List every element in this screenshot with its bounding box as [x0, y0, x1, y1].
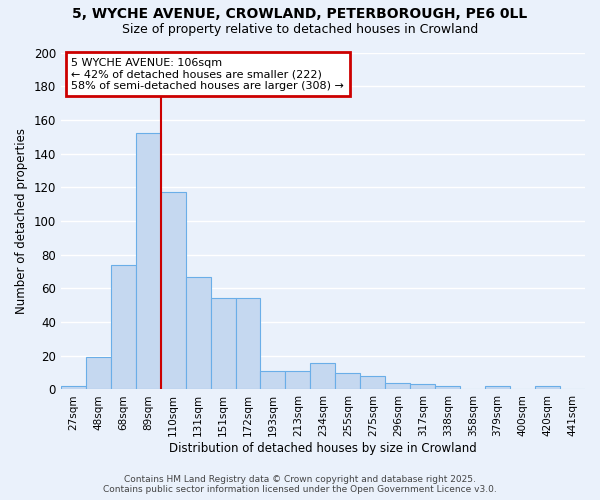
Bar [211, 298, 236, 390]
Text: Size of property relative to detached houses in Crowland: Size of property relative to detached ho… [122, 22, 478, 36]
Bar [485, 386, 510, 390]
Bar [535, 386, 560, 390]
Bar [236, 298, 260, 390]
Bar [260, 371, 286, 390]
Bar [161, 192, 185, 390]
Bar [185, 276, 211, 390]
X-axis label: Distribution of detached houses by size in Crowland: Distribution of detached houses by size … [169, 442, 477, 455]
Bar [136, 134, 161, 390]
Bar [435, 386, 460, 390]
Bar [86, 358, 111, 390]
Text: 5 WYCHE AVENUE: 106sqm
← 42% of detached houses are smaller (222)
58% of semi-de: 5 WYCHE AVENUE: 106sqm ← 42% of detached… [71, 58, 344, 91]
Bar [61, 386, 86, 390]
Bar [111, 265, 136, 390]
Bar [310, 362, 335, 390]
Bar [361, 376, 385, 390]
Bar [286, 371, 310, 390]
Bar [410, 384, 435, 390]
Text: 5, WYCHE AVENUE, CROWLAND, PETERBOROUGH, PE6 0LL: 5, WYCHE AVENUE, CROWLAND, PETERBOROUGH,… [73, 8, 527, 22]
Bar [335, 372, 361, 390]
Bar [385, 382, 410, 390]
Y-axis label: Number of detached properties: Number of detached properties [15, 128, 28, 314]
Text: Contains HM Land Registry data © Crown copyright and database right 2025.
Contai: Contains HM Land Registry data © Crown c… [103, 474, 497, 494]
